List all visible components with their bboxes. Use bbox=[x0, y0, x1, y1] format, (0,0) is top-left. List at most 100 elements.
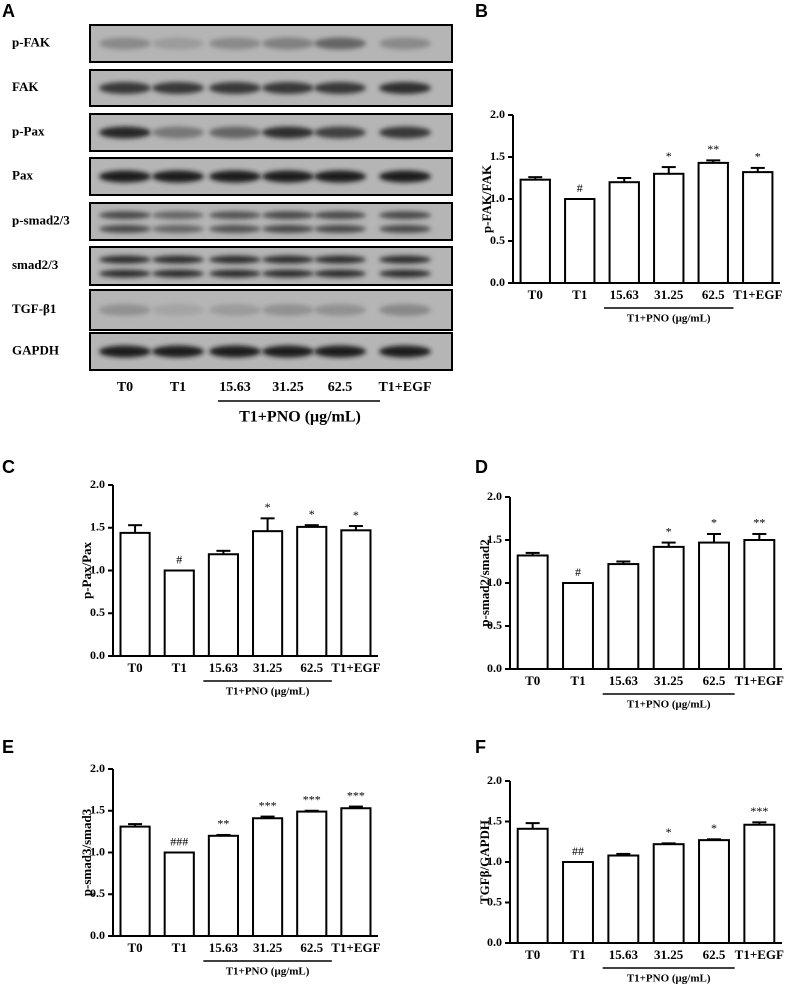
panel-letter: B bbox=[475, 1, 488, 21]
x-tick-label: T1 bbox=[570, 947, 585, 962]
bar bbox=[698, 839, 730, 945]
blot-group-label: T1+PNO (μg/mL) bbox=[239, 409, 361, 426]
blot-row-label: p-FAK bbox=[12, 34, 51, 49]
significance-label: * bbox=[666, 825, 672, 839]
bar bbox=[608, 181, 640, 284]
x-tick-label: 62.5 bbox=[703, 947, 726, 962]
x-tick-label: T1 bbox=[570, 673, 585, 688]
bar bbox=[252, 530, 284, 657]
blot-lane-label: T1+EGF bbox=[378, 380, 431, 395]
blot-band bbox=[379, 224, 431, 233]
bar bbox=[652, 843, 685, 944]
blot-lane-label: 62.5 bbox=[328, 380, 353, 395]
blot-band bbox=[314, 269, 366, 278]
significance-label: * bbox=[711, 821, 717, 835]
blot-band bbox=[152, 304, 204, 316]
bar bbox=[607, 854, 640, 945]
significance-label: *** bbox=[303, 793, 321, 807]
significance-label: ** bbox=[753, 516, 765, 530]
x-tick-label: 15.63 bbox=[209, 940, 239, 955]
bar bbox=[698, 541, 730, 671]
panel-letter: F bbox=[475, 737, 486, 757]
x-tick-label: 15.63 bbox=[609, 947, 639, 962]
blot-band bbox=[262, 37, 314, 50]
bar bbox=[163, 569, 195, 657]
significance-label: # bbox=[176, 552, 182, 566]
y-axis-label: p-smad2/smad2 bbox=[477, 539, 492, 626]
blot-band bbox=[314, 211, 366, 220]
blot-lane-label: T1 bbox=[170, 380, 186, 395]
bar bbox=[742, 171, 774, 284]
blot-band bbox=[99, 304, 151, 316]
panel-letter: C bbox=[2, 457, 15, 477]
blot-band bbox=[209, 37, 261, 50]
blot-band bbox=[152, 170, 204, 183]
x-tick-label: 62.5 bbox=[703, 673, 726, 688]
y-tick-label: 0.5 bbox=[90, 886, 105, 900]
bar bbox=[562, 582, 594, 670]
blot-band bbox=[262, 82, 314, 94]
x-tick-label: T0 bbox=[528, 287, 543, 302]
x-tick-label: T0 bbox=[127, 940, 142, 955]
blot-lane-label: 31.25 bbox=[272, 380, 304, 395]
x-tick-label: 62.5 bbox=[300, 940, 323, 955]
blot-band bbox=[99, 37, 151, 50]
blot-band bbox=[262, 170, 314, 183]
y-tick-label: 0.5 bbox=[487, 894, 502, 908]
x-tick-label: T1+EGF bbox=[331, 660, 380, 675]
y-tick-label: 1.0 bbox=[490, 191, 505, 205]
y-tick-label: 0.5 bbox=[490, 233, 505, 247]
group-label: T1+PNO (μg/mL) bbox=[226, 686, 310, 698]
y-tick-label: 1.0 bbox=[90, 562, 105, 576]
blot-band bbox=[99, 170, 151, 183]
blot-band bbox=[152, 224, 204, 233]
blot-band bbox=[314, 82, 366, 94]
blot-band bbox=[99, 211, 151, 220]
y-axis-label: p-Pax/Pax bbox=[79, 541, 94, 599]
blot-band bbox=[379, 269, 431, 278]
bar bbox=[252, 817, 284, 938]
bar bbox=[119, 825, 151, 937]
bar bbox=[519, 178, 551, 284]
significance-label: * bbox=[711, 516, 717, 530]
blot-band bbox=[379, 126, 431, 139]
x-tick-label: T1 bbox=[172, 660, 187, 675]
blot-band bbox=[152, 211, 204, 220]
blot-band bbox=[209, 211, 261, 220]
blot-band bbox=[379, 345, 431, 358]
panel-letter: E bbox=[2, 737, 14, 757]
x-tick-label: 15.63 bbox=[609, 673, 639, 688]
blot-band bbox=[379, 82, 431, 94]
bar bbox=[207, 553, 239, 658]
x-tick-label: T1 bbox=[572, 287, 587, 302]
significance-label: * bbox=[309, 507, 315, 521]
y-tick-label: 1.0 bbox=[487, 575, 502, 589]
blot-strip bbox=[89, 202, 453, 241]
blot-band bbox=[379, 37, 431, 50]
blot-band bbox=[152, 82, 204, 94]
blot-band bbox=[99, 126, 151, 139]
blot-lane-label: T0 bbox=[117, 380, 133, 395]
significance-label: ** bbox=[707, 142, 719, 156]
blot-band bbox=[314, 255, 366, 264]
y-tick-label: 1.5 bbox=[490, 149, 505, 163]
x-tick-label: T1+EGF bbox=[733, 287, 782, 302]
significance-label: # bbox=[575, 565, 581, 579]
y-tick-label: 1.5 bbox=[90, 520, 105, 534]
bar bbox=[697, 161, 729, 285]
bar bbox=[516, 827, 549, 944]
y-tick-label: 2.0 bbox=[487, 773, 502, 787]
bar bbox=[296, 525, 328, 658]
y-tick-label: 0.5 bbox=[90, 605, 105, 619]
blot-lane-label: 15.63 bbox=[219, 380, 251, 395]
y-tick-label: 2.0 bbox=[90, 761, 105, 775]
blot-row-label: Pax bbox=[12, 167, 33, 182]
blot-band bbox=[314, 345, 366, 358]
blot-band bbox=[314, 224, 366, 233]
blot-band bbox=[209, 304, 261, 316]
blot-band bbox=[209, 255, 261, 264]
significance-label: *** bbox=[347, 788, 365, 802]
y-tick-label: 2.0 bbox=[90, 477, 105, 491]
x-tick-label: 15.63 bbox=[610, 287, 640, 302]
